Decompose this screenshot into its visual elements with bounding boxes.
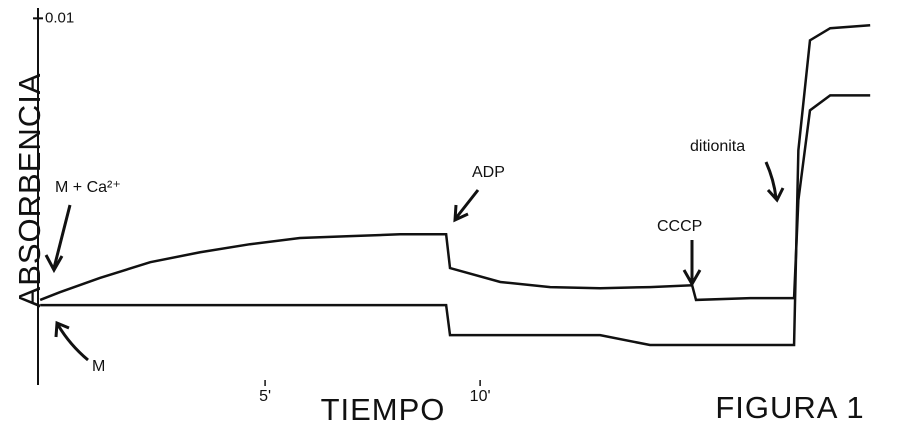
annotation: ADP — [472, 164, 505, 181]
chart-title: FIGURA 1 — [715, 390, 864, 425]
arrow — [682, 240, 702, 288]
arrow — [44, 204, 72, 274]
series-label: M — [92, 358, 105, 375]
trace — [39, 94, 871, 302]
y-axis-label: ABSORBENCIA — [12, 73, 47, 308]
x-tick-label: 5' — [259, 388, 271, 405]
annotation: CCCP — [657, 218, 702, 235]
annotation: ditionita — [690, 138, 745, 155]
trace — [40, 24, 871, 347]
series-label: M + Ca²⁺ — [55, 179, 121, 196]
arrow — [453, 189, 480, 223]
x-tick-label: 10' — [470, 388, 491, 405]
arrow — [54, 320, 89, 362]
y-tick-label: 0.01 — [45, 9, 74, 26]
x-axis-label: TIEMPO — [321, 392, 446, 427]
arrow — [764, 161, 785, 203]
